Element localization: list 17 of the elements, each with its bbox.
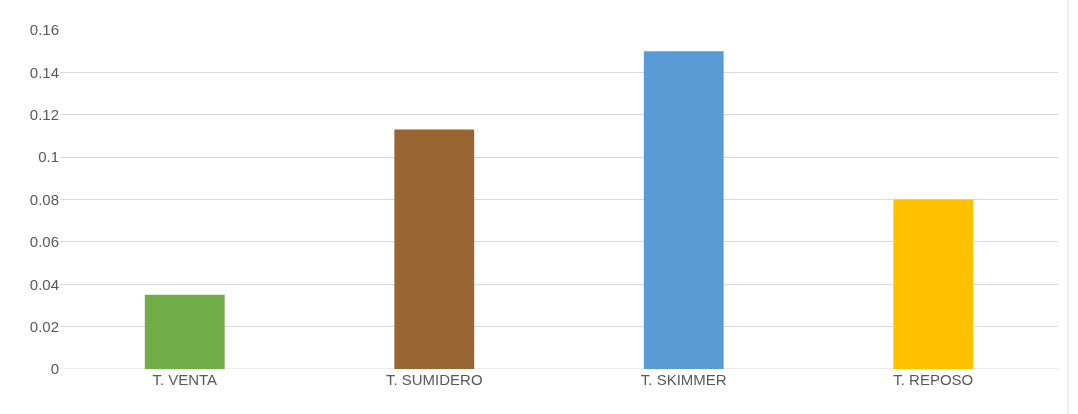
x-tick-label: T. SKIMMER: [640, 371, 727, 388]
x-tick-label: T. SUMIDERO: [385, 371, 483, 388]
y-tick-label: 0.08: [29, 190, 59, 208]
bar: [144, 294, 225, 369]
x-tick-label: T. REPOSO: [893, 371, 974, 388]
y-tick-label: 0.14: [29, 63, 59, 81]
y-tick-label: 0.16: [29, 21, 59, 39]
bar: [643, 51, 724, 369]
y-tick-label: 0.02: [29, 317, 59, 335]
y-tick-label: 0.06: [29, 233, 59, 251]
y-tick-label: 0.1: [38, 148, 59, 166]
y-tick-label: 0.12: [29, 106, 59, 123]
y-tick-label: 0: [50, 360, 59, 378]
x-tick-label: T. VENTA: [152, 371, 218, 388]
bar: [394, 129, 475, 369]
y-tick-label: 0.04: [29, 275, 59, 293]
bar: [893, 199, 974, 369]
